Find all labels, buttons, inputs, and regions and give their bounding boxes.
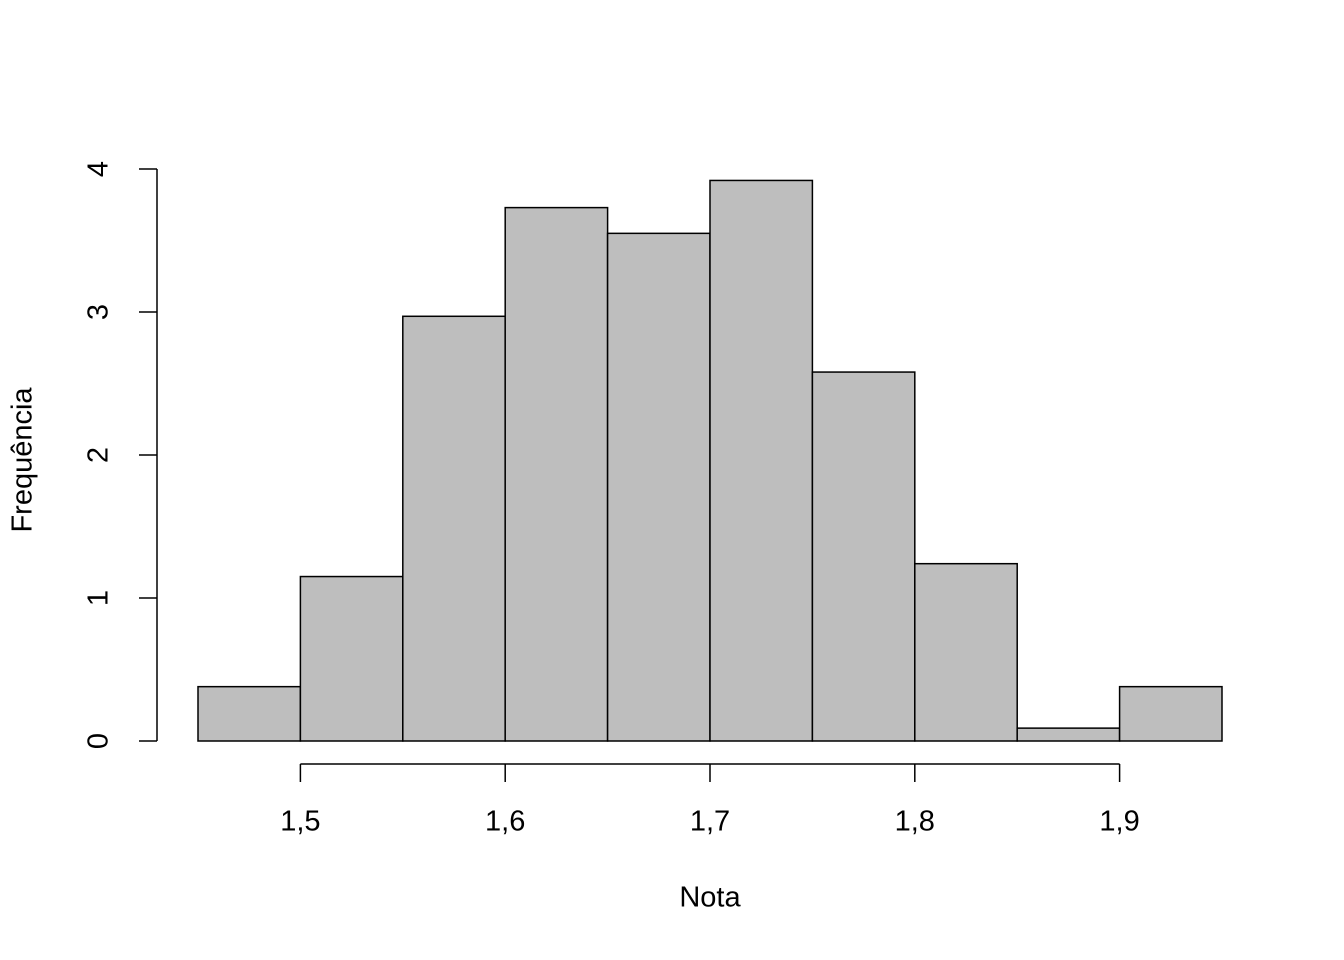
y-axis-label: Frequência	[7, 387, 39, 533]
bar	[709, 179, 814, 742]
bar	[1118, 685, 1223, 742]
y-tick-label: 4	[83, 161, 115, 177]
bar	[504, 206, 609, 742]
bar	[1016, 727, 1121, 742]
bar	[811, 371, 916, 742]
bar	[299, 575, 404, 742]
x-tick-label: 1,8	[895, 806, 935, 838]
y-tick-label: 0	[83, 733, 115, 749]
bar	[914, 562, 1018, 742]
bar	[606, 232, 711, 742]
x-axis-label: Nota	[679, 882, 741, 914]
y-tick-label: 2	[83, 447, 115, 463]
x-tick-label: 1,9	[1099, 806, 1139, 838]
x-tick-label: 1,5	[280, 806, 320, 838]
y-tick-label: 1	[83, 590, 115, 606]
y-tick-label: 3	[83, 304, 115, 320]
x-tick-label: 1,7	[690, 806, 730, 838]
bar	[402, 315, 506, 742]
x-tick-label: 1,6	[485, 806, 525, 838]
bar	[197, 685, 302, 742]
